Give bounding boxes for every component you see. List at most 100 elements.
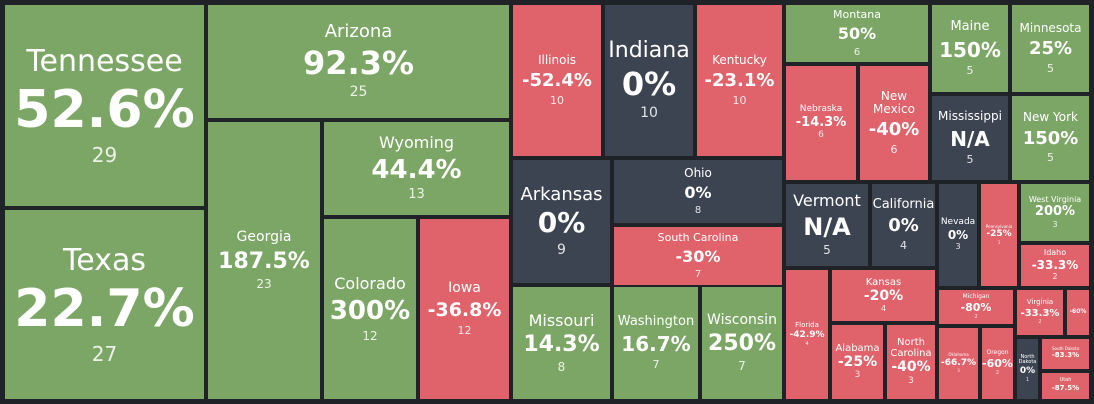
tile-count: 23 — [256, 276, 272, 291]
treemap-tile: Illinois -52.4% 10 — [511, 3, 603, 158]
treemap-tile: Washington 16.7% 7 — [612, 285, 700, 401]
tile-name: Kentucky — [712, 52, 767, 67]
tile-count: 5 — [823, 243, 831, 258]
tile-value: 14.3% — [523, 332, 600, 358]
treemap-tile: Kentucky -23.1% 10 — [695, 3, 784, 158]
treemap-tile: Minnesota 25% 5 — [1010, 3, 1091, 94]
tile-count: 10 — [550, 93, 564, 107]
tile-value: 150% — [939, 37, 1001, 62]
tile-value: -60% — [1069, 308, 1087, 316]
treemap-tile: Alabama -25% 3 — [830, 323, 885, 401]
treemap-tile: Florida -42.9% 4 — [784, 268, 830, 401]
treemap-tile: Indiana 0% 10 — [603, 3, 695, 158]
tile-count: 5 — [1047, 61, 1054, 75]
tile-name: Georgia — [236, 229, 292, 246]
tile-name: Vermont — [793, 191, 861, 211]
tile-name: Ohio — [684, 165, 712, 180]
tile-name: Florida — [795, 320, 819, 329]
tile-name: Nevada — [940, 217, 976, 228]
treemap-tile: Michigan -80% 2 — [937, 288, 1015, 326]
treemap-tile: North Carolina -40% 3 — [885, 323, 937, 401]
tile-count: 4 — [880, 304, 887, 314]
tile-name: Oklahoma — [948, 352, 969, 358]
tile-count: 1 — [1025, 376, 1030, 383]
tile-value: 44.4% — [371, 154, 462, 185]
tile-count: 7 — [738, 359, 746, 374]
tile-name: Pennsylvania — [985, 223, 1013, 229]
tile-count: 6 — [890, 143, 898, 157]
tile-value: 187.5% — [218, 248, 310, 274]
tile-name: Arkansas — [520, 183, 603, 205]
tile-count: 3 — [1052, 219, 1058, 229]
tile-value: -40% — [891, 359, 931, 376]
tile-name: New York — [1023, 110, 1078, 125]
tile-value: -66.7% — [941, 357, 976, 368]
tile-value: 150% — [1022, 127, 1079, 149]
tile-value: 0% — [684, 182, 712, 202]
treemap-tile: South Dakota -83.3% — [1040, 337, 1091, 371]
tile-value: -60% — [982, 357, 1013, 370]
tile-name: Colorado — [334, 274, 406, 294]
tile-value: 0% — [947, 227, 969, 242]
treemap-tile: Colorado 300% 12 — [322, 217, 418, 401]
tile-count: 9 — [557, 242, 566, 259]
treemap-tile: -60% — [1065, 288, 1091, 337]
tile-value: -40% — [868, 119, 920, 141]
tile-count: 5 — [1047, 151, 1054, 165]
tile-count: 13 — [408, 187, 425, 203]
treemap-tile: Pennsylvania -25% 3 — [979, 182, 1019, 288]
treemap-tile: Arizona 92.3% 25 — [206, 3, 511, 120]
tile-count: 3 — [957, 368, 960, 374]
tile-name: Nebraska — [799, 103, 843, 114]
tile-value: -42.9% — [789, 329, 825, 340]
tile-count: 7 — [652, 358, 660, 372]
tile-count: 4 — [900, 239, 907, 252]
tile-name: Oregon — [986, 349, 1009, 357]
treemap-tile: Virginia -33.3% 2 — [1015, 288, 1065, 337]
tile-name: Alabama — [835, 342, 880, 354]
tile-count: 8 — [694, 205, 702, 217]
treemap-tile: Nevada 0% 3 — [937, 182, 979, 288]
tile-count: 2 — [974, 313, 978, 320]
tile-count: 2 — [1038, 319, 1042, 326]
tile-value: -52.4% — [522, 70, 592, 92]
treemap-tile: Missouri 14.3% 8 — [511, 285, 612, 401]
treemap-tile: Montana 50% 6 — [784, 3, 930, 64]
tile-name: North Carolina — [890, 337, 932, 360]
tile-value: 22.7% — [14, 279, 195, 340]
treemap-tile: Iowa -36.8% 12 — [418, 217, 511, 401]
tile-count: 10 — [732, 93, 747, 107]
tile-count: 25 — [349, 84, 368, 101]
tile-name: South Carolina — [657, 230, 739, 244]
tile-name: Utah — [1059, 377, 1072, 384]
tile-value: 50% — [837, 24, 877, 44]
tile-value: -20% — [863, 287, 904, 304]
tile-name: Texas — [63, 243, 146, 279]
tile-name: Minnesota — [1019, 20, 1082, 35]
treemap-tile: New York 150% 5 — [1010, 94, 1091, 182]
tile-name: Mississippi — [938, 109, 1002, 124]
tile-count: 3 — [955, 242, 961, 252]
treemap-tile: Kansas -20% 4 — [830, 268, 937, 323]
tile-count: 5 — [966, 63, 974, 77]
treemap-tile: Nebraska -14.3% 6 — [784, 64, 858, 182]
tile-value: 0% — [537, 206, 586, 240]
tile-value: 250% — [708, 331, 776, 356]
treemap-tile: North Dakota 0% 1 — [1015, 337, 1040, 401]
tile-value: 25% — [1028, 38, 1073, 60]
tile-count: 12 — [362, 328, 378, 343]
tile-name: Idaho — [1043, 248, 1067, 258]
tile-value: -25% — [837, 353, 878, 370]
tile-count: 4 — [805, 340, 809, 347]
tile-count: 3 — [908, 375, 914, 386]
tile-value: -33.3% — [1020, 308, 1060, 320]
tile-count: 3 — [854, 370, 861, 381]
tile-name: South Dakota — [1051, 345, 1080, 351]
tile-value: 300% — [329, 295, 411, 326]
treemap-tile: Tennessee 52.6% 29 — [3, 3, 206, 208]
tile-count: 7 — [694, 269, 702, 281]
treemap-tile: Idaho -33.3% 2 — [1019, 243, 1091, 288]
tile-value: -14.3% — [795, 114, 847, 130]
treemap-tile: Texas 22.7% 27 — [3, 208, 206, 401]
treemap-tile: West Virginia 200% 3 — [1019, 182, 1091, 243]
